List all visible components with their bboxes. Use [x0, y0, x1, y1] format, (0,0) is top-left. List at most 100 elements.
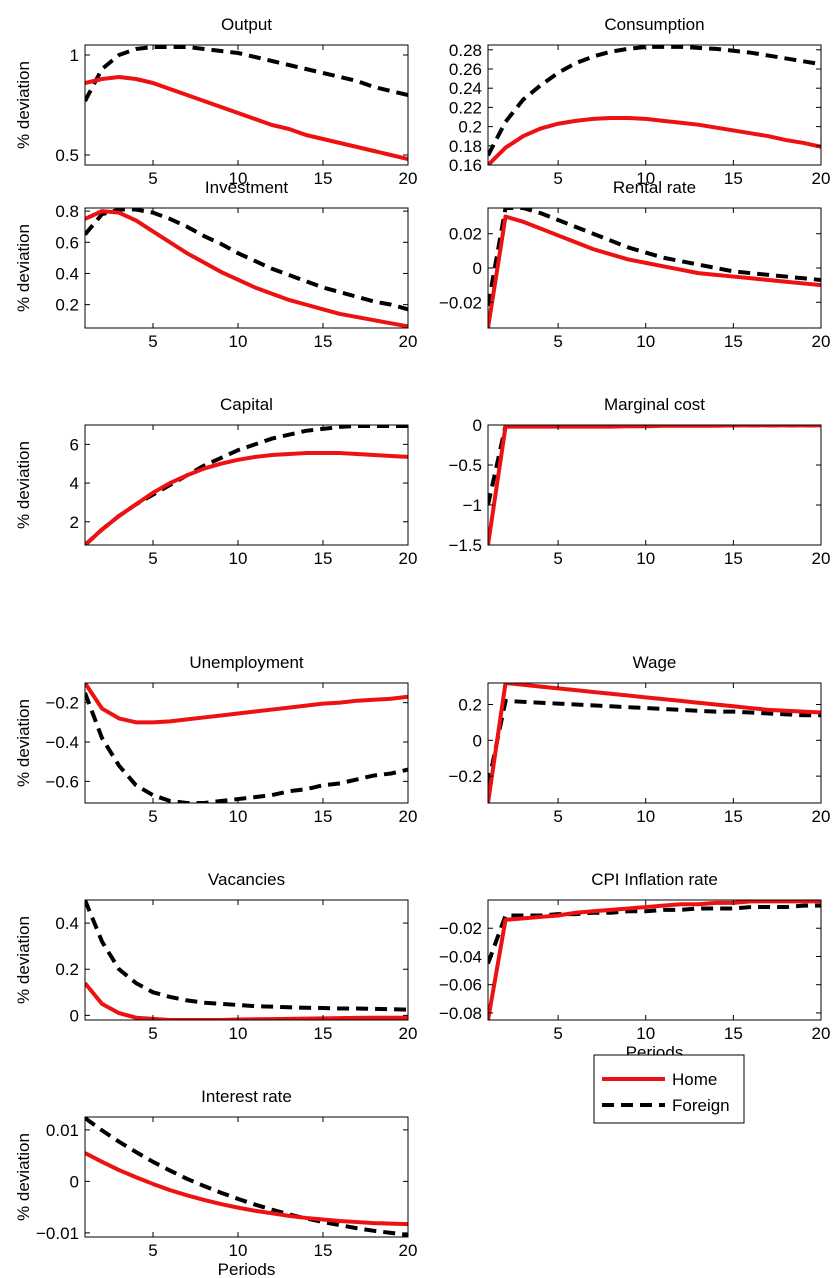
consumption-series-foreign — [488, 45, 821, 157]
subplot-marginal-cost: 5 10 15 20 −1.5 −1 −0.5 0 Marginal cost — [448, 395, 830, 568]
rental-rate-xtick-label: 15 — [724, 332, 743, 351]
cpi-inflation-rate-series-home — [488, 900, 821, 1020]
output-ylabel: % deviation — [14, 61, 33, 149]
output-xtick-label: 10 — [229, 169, 248, 188]
wage-axes-frame — [487, 682, 822, 804]
unemployment-ytick-label: −0.4 — [45, 733, 79, 752]
investment-ytick-label: 0.6 — [55, 233, 79, 252]
consumption-ytick-label: 0.28 — [449, 41, 482, 60]
capital-ytick-label: 6 — [70, 435, 79, 454]
rental-rate-title: Rental rate — [613, 178, 696, 197]
subplot-wage: 5 10 15 20 −0.2 0 0.2 Wage — [448, 653, 830, 826]
interest-rate-ylabel: % deviation — [14, 1133, 33, 1221]
wage-title: Wage — [633, 653, 677, 672]
marginal-cost-xtick-label: 20 — [812, 549, 831, 568]
cpi-inflation-rate-ytick-label: −0.08 — [439, 1004, 482, 1023]
consumption-xtick-label: 10 — [636, 169, 655, 188]
subplot-interest-rate: 5 10 15 20 −0.01 0 0.01 Interest rate % deviatio… — [14, 1087, 417, 1278]
vacancies-axes-frame — [84, 899, 409, 1021]
interest-rate-xtick-label: 20 — [399, 1241, 418, 1260]
rental-rate-xtick-label: 20 — [812, 332, 831, 351]
wage-ytick-label: 0 — [473, 731, 482, 750]
investment-series-home — [85, 209, 408, 328]
capital-xtick-label: 20 — [399, 549, 418, 568]
output-ytick-label: 0.5 — [55, 146, 79, 165]
output-xtick-label: 20 — [399, 169, 418, 188]
unemployment-title: Unemployment — [189, 653, 304, 672]
marginal-cost-ytick-label: −1 — [463, 496, 482, 515]
cpi-inflation-rate-ytick-label: −0.04 — [439, 947, 482, 966]
consumption-title: Consumption — [604, 15, 704, 34]
legend: Home Foreign — [593, 1054, 745, 1124]
vacancies-ytick-label: 0.2 — [55, 960, 79, 979]
consumption-series-home — [488, 115, 821, 165]
rental-rate-series-foreign — [488, 208, 821, 307]
output-xtick-label: 5 — [148, 169, 157, 188]
unemployment-series-foreign — [85, 692, 408, 803]
cpi-inflation-rate-xtick-label: 10 — [636, 1024, 655, 1043]
rental-rate-ytick-label: 0 — [473, 259, 482, 278]
rental-rate-ytick-label: 0.02 — [449, 225, 482, 244]
wage-xtick-label: 20 — [812, 807, 831, 826]
output-axes-frame — [84, 44, 409, 166]
marginal-cost-axes-frame — [487, 424, 822, 546]
investment-xtick-label: 15 — [314, 332, 333, 351]
wage-ytick-label: 0.2 — [458, 695, 482, 714]
consumption-axes-frame — [487, 44, 822, 166]
cpi-inflation-rate-ytick-label: −0.06 — [439, 976, 482, 995]
interest-rate-xtick-label: 10 — [229, 1241, 248, 1260]
investment-ytick-label: 0.2 — [55, 296, 79, 315]
capital-xtick-label: 15 — [314, 549, 333, 568]
capital-axes-frame — [84, 424, 409, 546]
vacancies-ylabel: % deviation — [14, 916, 33, 1004]
vacancies-xtick-label: 20 — [399, 1024, 418, 1043]
investment-series-foreign — [85, 208, 408, 312]
vacancies-xtick-label: 5 — [148, 1024, 157, 1043]
investment-ytick-label: 0.8 — [55, 202, 79, 221]
rental-rate-xtick-label: 10 — [636, 332, 655, 351]
cpi-inflation-rate-axes-frame — [487, 899, 822, 1021]
vacancies-title: Vacancies — [208, 870, 285, 889]
interest-rate-axes-frame — [84, 1116, 409, 1238]
investment-title: Investment — [205, 178, 288, 197]
consumption-ytick-label: 0.16 — [449, 156, 482, 175]
unemployment-xtick-label: 5 — [148, 807, 157, 826]
cpi-inflation-rate-title: CPI Inflation rate — [591, 870, 718, 889]
cpi-inflation-rate-ytick-label: −0.02 — [439, 919, 482, 938]
vacancies-series-foreign — [85, 900, 408, 1012]
unemployment-xtick-label: 15 — [314, 807, 333, 826]
legend-label-foreign: Foreign — [672, 1096, 730, 1115]
interest-rate-xtick-label: 15 — [314, 1241, 333, 1260]
wage-ytick-label: −0.2 — [448, 767, 482, 786]
subplot-output: 5 10 15 20 0.5 1 Output % deviation — [14, 15, 417, 188]
wage-series-foreign — [488, 698, 821, 786]
subplot-vacancies: 5 10 15 20 0 0.2 0.4 Vacancies % deviation — [14, 870, 417, 1043]
interest-rate-title: Interest rate — [201, 1087, 292, 1106]
rental-rate-ytick-label: −0.02 — [439, 293, 482, 312]
output-title: Output — [221, 15, 272, 34]
wage-series-home — [488, 683, 821, 803]
interest-rate-ytick-label: −0.01 — [36, 1224, 79, 1243]
output-series-home — [85, 75, 408, 161]
interest-rate-ytick-label: 0.01 — [46, 1121, 79, 1140]
interest-rate-ytick-label: 0 — [70, 1172, 79, 1191]
cpi-inflation-rate-xtick-label: 15 — [724, 1024, 743, 1043]
consumption-ytick-label: 0.2 — [458, 118, 482, 137]
consumption-xtick-label: 5 — [553, 169, 562, 188]
capital-series-home — [85, 451, 408, 545]
vacancies-ytick-label: 0.4 — [55, 914, 79, 933]
marginal-cost-xtick-label: 15 — [724, 549, 743, 568]
interest-rate-series-foreign — [85, 1117, 408, 1237]
wage-xtick-label: 15 — [724, 807, 743, 826]
consumption-xtick-label: 15 — [724, 169, 743, 188]
marginal-cost-title: Marginal cost — [604, 395, 705, 414]
subplot-investment: 5 10 15 20 0.2 0.4 0.6 0.8 Investment % deviation — [14, 178, 417, 351]
capital-ytick-label: 4 — [70, 474, 79, 493]
subplot-consumption: 5 10 15 20 0.160.180.20.220.240.260.28 Consum… — [449, 15, 831, 188]
marginal-cost-xtick-label: 10 — [636, 549, 655, 568]
vacancies-ytick-label: 0 — [70, 1006, 79, 1025]
investment-xtick-label: 10 — [229, 332, 248, 351]
investment-ytick-label: 0.4 — [55, 264, 79, 283]
marginal-cost-ytick-label: 0 — [473, 416, 482, 435]
